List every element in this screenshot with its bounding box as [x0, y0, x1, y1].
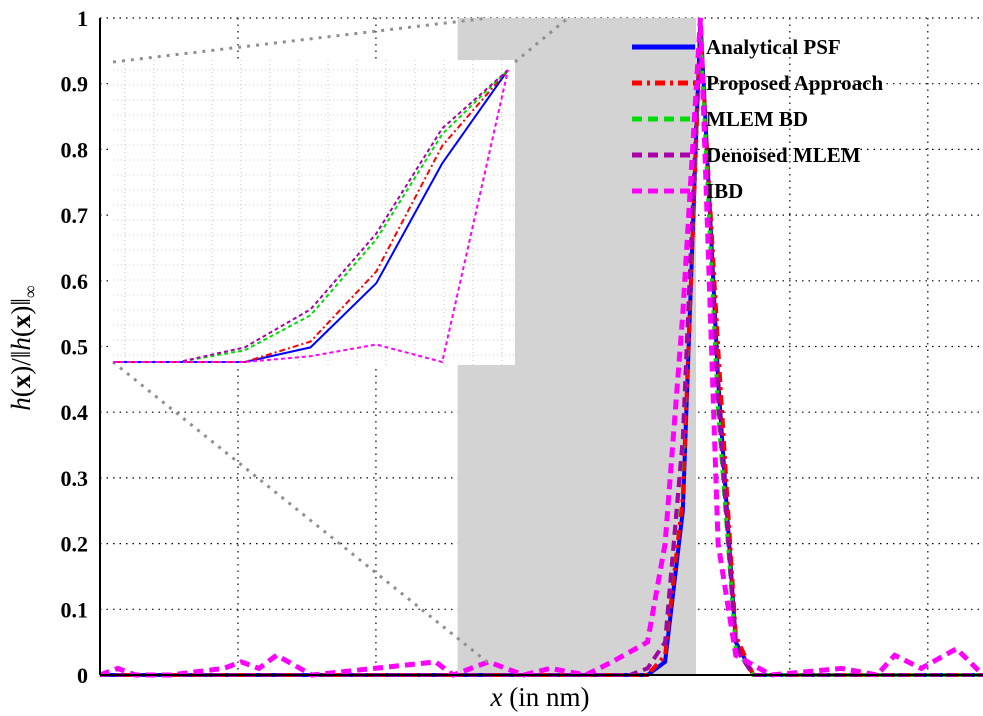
y-tick-label: 0.3 [61, 466, 89, 491]
legend-label: Analytical PSF [706, 35, 841, 59]
inset-background [113, 60, 515, 365]
legend-label: IBD [706, 179, 743, 203]
inset-connector [514, 16, 569, 64]
legend: Analytical PSF Proposed Approach MLEM BD De… [632, 35, 883, 203]
y-tick-label: 0.2 [61, 532, 89, 557]
inset-series-line-4 [113, 69, 509, 364]
y-tick-label: 0 [77, 663, 88, 688]
y-tick-label: 0.1 [61, 597, 89, 622]
y-tick-label: 0.7 [61, 203, 89, 228]
axes [99, 18, 983, 676]
inset-connector [112, 16, 489, 64]
y-tick-label: 1 [77, 6, 88, 31]
y-tick-labels: 0 0.1 0.2 0.3 0.4 0.5 0.6 0.7 0.8 0.9 1 [61, 6, 89, 688]
y-tick-label: 0.5 [61, 335, 89, 360]
y-tick-label: 0.8 [61, 137, 89, 162]
y-axis-label: h(x)/‖h(x)‖∞ [6, 285, 40, 411]
legend-label: Proposed Approach [706, 71, 883, 95]
inset-zoom [112, 16, 569, 665]
legend-label: Denoised MLEM [706, 143, 861, 167]
x-axis-label: x (in nm) [490, 682, 590, 712]
legend-label: MLEM BD [706, 107, 808, 131]
y-tick-label: 0.6 [61, 269, 89, 294]
y-tick-label: 0.4 [61, 400, 89, 425]
y-tick-label: 0.9 [61, 72, 89, 97]
